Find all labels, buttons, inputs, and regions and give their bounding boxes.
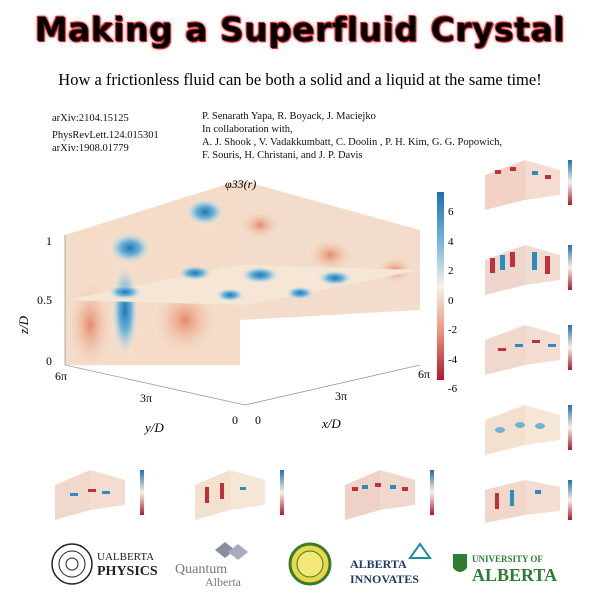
quantum-alberta-line1: Quantum bbox=[175, 562, 227, 577]
x-tick-2: 3π bbox=[335, 389, 347, 403]
y-tick-2: 3π bbox=[140, 391, 152, 405]
thumb-b3 bbox=[345, 470, 434, 520]
ualberta-physics-line1: UALBERTA bbox=[97, 551, 154, 563]
poster-subtitle: How a frictionless fluid can be both a s… bbox=[58, 70, 542, 89]
thumb-r4 bbox=[485, 405, 572, 455]
cbar-tick-neg2: -2 bbox=[448, 324, 457, 336]
author-block: P. Senarath Yapa, R. Boyack, J. Maciejko… bbox=[202, 110, 502, 162]
y-tick-1: 6π bbox=[55, 369, 67, 383]
cbar-tick-6: 6 bbox=[448, 206, 454, 218]
x-axis-label: x/D bbox=[321, 416, 341, 431]
reference-list: arXiv:2104.15125 PhysRevLett.124.015301 … bbox=[52, 112, 159, 155]
z-tick-2: 0.5 bbox=[37, 293, 52, 307]
ualberta-physics-icon bbox=[51, 543, 93, 585]
thumbnail-plots-right bbox=[485, 160, 572, 523]
thumbnail-plots-bottom bbox=[55, 470, 434, 520]
z-axis-label: z/D bbox=[16, 315, 31, 335]
ua-line1: UNIVERSITY OF bbox=[472, 554, 543, 564]
university-of-alberta-logo[interactable]: UNIVERSITY OF ALBERTA bbox=[453, 554, 557, 585]
collab-line-1: A. J. Shook , V. Vadakkumbatt, C. Doolin… bbox=[202, 137, 503, 148]
y-axis-label: y/D bbox=[143, 420, 164, 435]
z-tick-1: 1 bbox=[46, 234, 52, 248]
cbar-tick-2: 2 bbox=[448, 265, 454, 277]
reference-3[interactable]: arXiv:1908.01779 bbox=[52, 143, 129, 154]
seal-logo[interactable] bbox=[288, 542, 332, 586]
thumb-r1 bbox=[485, 160, 572, 210]
plot-label: φ33(r) bbox=[225, 177, 256, 191]
x-tick-3: 0 bbox=[255, 413, 261, 427]
collab-line-2: F. Souris, H. Christani, and J. P. Davis bbox=[202, 150, 363, 161]
y-tick-3: 0 bbox=[232, 413, 238, 427]
ua-shield-icon bbox=[453, 554, 467, 572]
alberta-innovates-logo[interactable]: ALBERTA INNOVATES bbox=[350, 542, 432, 586]
quantum-alberta-icon bbox=[215, 542, 235, 558]
cbar-tick-neg4: -4 bbox=[448, 354, 458, 366]
cbar-tick-4: 4 bbox=[448, 236, 454, 248]
thumb-r5 bbox=[485, 480, 572, 523]
poster-title: Making a Superfluid Crystal bbox=[34, 10, 566, 49]
reference-2[interactable]: PhysRevLett.124.015301 bbox=[52, 130, 159, 141]
reference-1[interactable]: arXiv:2104.15125 bbox=[52, 113, 129, 124]
main-authors: P. Senarath Yapa, R. Boyack, J. Maciejko bbox=[202, 111, 376, 122]
x-tick-1: 6π bbox=[418, 367, 430, 381]
cbar-tick-0: 0 bbox=[448, 295, 454, 307]
main-slice-plot: z/D 1 0.5 0 6π 3π 0 y/D 6π 3π 0 x/D φ33(… bbox=[16, 177, 458, 435]
ualberta-physics-line2: PHYSICS bbox=[97, 564, 158, 579]
thumb-r2 bbox=[485, 245, 572, 295]
alberta-innovates-line1: ALBERTA bbox=[350, 557, 407, 571]
ualberta-physics-logo[interactable]: UALBERTA PHYSICS bbox=[51, 543, 158, 585]
ua-line2: ALBERTA bbox=[472, 565, 557, 585]
alberta-innovates-icon bbox=[408, 542, 432, 559]
thumb-b1 bbox=[55, 470, 144, 520]
thumb-r3 bbox=[485, 325, 572, 375]
quantum-alberta-logo[interactable]: Quantum Alberta bbox=[175, 542, 248, 589]
quantum-alberta-line2: Alberta bbox=[205, 575, 242, 589]
cbar-tick-neg6: -6 bbox=[448, 383, 458, 395]
sponsor-logos: UALBERTA PHYSICS Quantum Alberta ALBERTA… bbox=[51, 542, 557, 589]
z-tick-3: 0 bbox=[46, 354, 52, 368]
alberta-innovates-line2: INNOVATES bbox=[350, 572, 419, 586]
thumb-b2 bbox=[195, 470, 284, 520]
colorbar bbox=[437, 192, 444, 380]
collab-heading: In collaboration with, bbox=[202, 124, 293, 135]
